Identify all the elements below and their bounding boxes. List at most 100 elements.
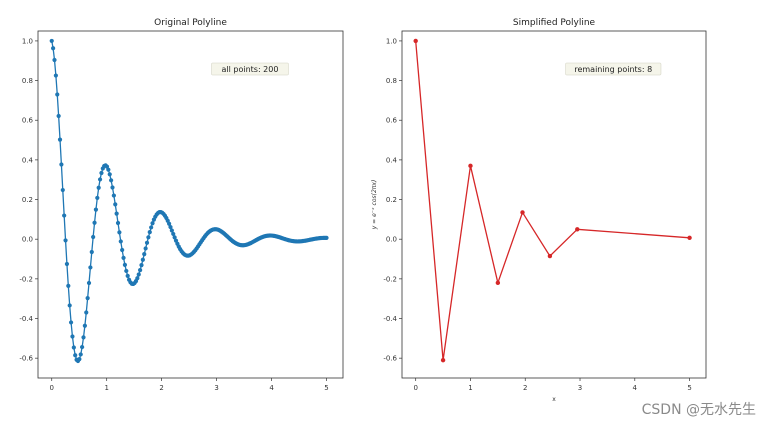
right-ytick-label: 0.4 [386,156,398,164]
right-ytick-label: 1.0 [386,37,397,45]
left-data-point [84,310,89,315]
left-data-point [70,334,75,339]
right-annotation-box [565,62,662,76]
left-ytick-label: 0.6 [22,117,34,125]
left-data-point [125,273,130,279]
left-data-point [96,185,101,190]
watermark: CSDN @无水先生 [641,402,756,418]
left-data-point [62,213,67,218]
right-data-point [687,235,692,241]
left-ytick-label: 0.2 [22,196,33,204]
left-data-point [49,38,54,44]
left-data-point [113,202,118,207]
left-data-point [168,224,173,230]
left-ytick-label: -0.4 [19,315,33,323]
left-data-point [88,265,93,270]
left-data-point [117,230,122,235]
right-xtick-label: 3 [578,384,582,392]
right-ytick-label: 0.0 [386,236,397,244]
left-annotation-text: all points: 200 [221,65,278,74]
left-data-point [67,303,72,308]
left-ytick-label: 1.0 [22,37,33,45]
left-data-point [146,235,151,240]
left-data-point [143,246,148,251]
left-data-point [149,225,154,230]
left-ytick-label: -0.2 [19,275,33,283]
right-annotation-text: remaining points: 8 [574,65,652,74]
right-data-point [520,210,525,215]
right-xaxis-label: x [552,396,556,403]
left-data-point [86,280,92,286]
right-chart-title: Simplified Polyline [513,18,596,28]
right-xtick-label: 1 [468,384,472,392]
right-xtick-label: 0 [413,384,417,392]
right-data-point [547,253,553,259]
right-series-line [415,40,690,361]
left-data-point [169,228,174,233]
left-ytick-label: 0.4 [22,156,34,164]
left-data-point [91,234,96,240]
left-data-point [171,231,176,237]
left-xtick-label: 0 [50,384,54,392]
left-data-point [81,335,86,340]
left-data-point [140,257,145,262]
left-data-point [136,272,141,277]
left-xtick-label: 3 [214,384,218,392]
left-data-point [120,247,125,253]
left-chart: Original Polyline 0 1 2 3 4 5 -0.6 -0.4 -0.2 0.0 0.… [19,18,344,392]
right-data-point [468,163,473,169]
left-data-point [93,207,99,212]
left-data-point [111,193,116,198]
right-ytick-label: -0.4 [383,315,397,323]
right-data-point [440,357,446,363]
left-data-point [57,137,63,142]
left-data-point [324,235,329,240]
left-data-point [121,255,126,260]
left-data-point [138,268,143,273]
right-ytick-label: 0.6 [386,117,398,125]
left-chart-title: Original Polyline [154,18,227,28]
right-data-point [413,38,418,44]
left-data-point [118,239,123,244]
left-data-point [52,57,57,63]
left-data-point [78,352,83,357]
left-data-point [147,230,152,235]
left-data-point [56,113,61,119]
left-ytick-label: 0.0 [22,236,33,244]
right-xtick-label: 5 [687,384,691,392]
left-data-point [73,353,78,358]
left-data-point [55,92,60,97]
left-data-point [97,177,103,182]
left-data-point [82,323,87,328]
right-ytick-label: 0.2 [386,196,397,204]
left-data-point [92,220,97,225]
right-chart: Simplified Polyline 0 1 2 3 4 5 -0.6 -0.4 -0.2 0.0… [371,18,707,403]
left-data-point [80,344,85,350]
left-data-point [144,240,150,245]
left-data-point [68,320,74,325]
left-data-point [77,357,82,362]
left-data-point [85,296,90,301]
right-ytick-label: -0.2 [383,275,397,283]
left-data-point [60,187,65,193]
left-data-point [95,195,100,201]
left-ytick-label: 0.8 [22,77,33,85]
left-xtick-label: 1 [104,384,108,392]
left-data-point [107,172,112,177]
left-data-point [59,162,64,167]
right-ytick-label: 0.8 [386,77,397,85]
left-data-point [51,46,56,51]
left-xtick-label: 2 [159,384,163,392]
right-xtick-label: 4 [633,384,638,392]
left-xtick-label: 5 [324,384,328,392]
left-data-point [114,211,119,216]
left-data-point [71,345,76,350]
left-ytick-label: -0.6 [19,355,33,363]
left-annotation-box [211,62,289,76]
right-data-point [575,227,580,232]
left-data-point [172,235,177,240]
left-data-point [106,167,111,172]
right-data-point [495,280,501,286]
left-axes-frame [37,30,344,379]
